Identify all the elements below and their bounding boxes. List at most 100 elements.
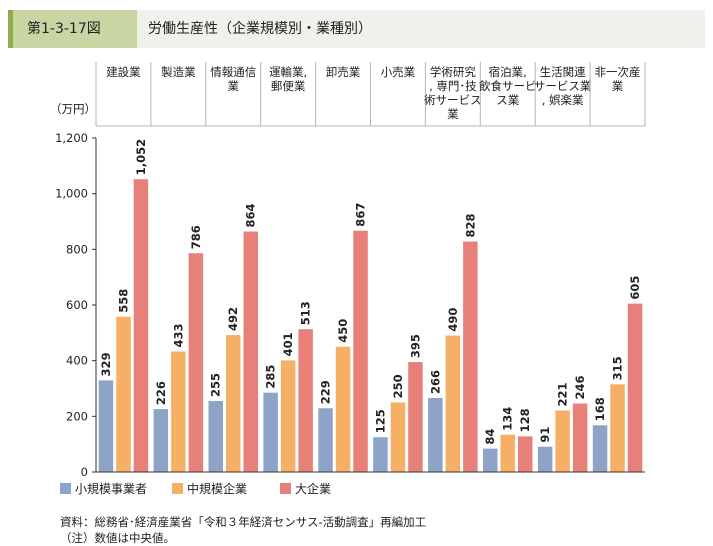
- source-note: 資料：総務省･経済産業省「令和３年経済センサス-活動調査」再編加工: [60, 515, 427, 529]
- bar-value-label: 134: [501, 407, 515, 431]
- y-tick-label: 600: [66, 298, 88, 312]
- bar: [500, 434, 515, 472]
- bar: [208, 401, 223, 472]
- bar-value-label: 605: [628, 276, 642, 300]
- footnote: （注）数値は中央値。: [60, 531, 175, 545]
- y-tick-label: 1,200: [55, 131, 88, 145]
- bar: [428, 397, 443, 472]
- bar-value-label: 128: [518, 408, 532, 432]
- bar: [592, 425, 608, 472]
- legend-label: 中規模企業: [187, 482, 248, 496]
- legend-label: 大企業: [295, 482, 332, 496]
- bar-value-label: 1,052: [134, 139, 148, 175]
- bar-value-label: 513: [299, 301, 313, 325]
- bar: [98, 380, 114, 472]
- figure-title-bar: 第1-3-17図 労働生産性（企業規模別・業種別）: [8, 10, 705, 48]
- bar-value-label: 91: [538, 427, 552, 443]
- bar: [408, 362, 423, 472]
- bar-value-label: 492: [226, 307, 240, 331]
- source-notes: 資料：総務省･経済産業省「令和３年経済センサス-活動調査」再編加工 （注）数値は…: [60, 514, 426, 546]
- category-label: 生活関連: [540, 65, 586, 79]
- bar: [298, 329, 313, 472]
- bar-value-label: 828: [463, 214, 477, 238]
- category-label: 非一次産: [595, 65, 641, 79]
- bar-value-label: 401: [281, 332, 295, 356]
- bar-value-label: 433: [171, 323, 185, 347]
- category-label: 学術研究: [430, 65, 476, 79]
- category-label: 術サービス: [424, 93, 482, 107]
- bar: [390, 402, 406, 472]
- y-tick-label: 400: [66, 354, 88, 368]
- category-label: 運輸業,: [269, 65, 307, 79]
- bar: [555, 410, 570, 472]
- bar-value-label: 450: [336, 319, 350, 343]
- bar: [133, 179, 149, 472]
- category-label: 業: [612, 79, 624, 93]
- category-label: 業: [228, 79, 240, 93]
- bar-value-label: 125: [373, 409, 387, 433]
- category-label: 業: [447, 107, 459, 121]
- category-label: ス業: [496, 93, 519, 107]
- bar: [483, 448, 498, 472]
- bar-value-label: 490: [446, 308, 460, 332]
- legend-item: 中規模企業: [172, 480, 247, 497]
- bar: [280, 360, 296, 472]
- category-label: , 専門･技: [429, 79, 477, 93]
- y-axis-unit: （万円）: [50, 102, 96, 116]
- category-label: 郵便業: [271, 79, 306, 93]
- bar: [572, 403, 588, 472]
- category-label: サービス業: [534, 79, 592, 93]
- category-label: 小売業: [381, 65, 416, 79]
- bar-value-label: 395: [408, 334, 422, 358]
- category-label: , 娯楽業: [542, 93, 584, 107]
- bar-value-label: 221: [556, 382, 570, 406]
- bar-value-label: 558: [116, 289, 130, 313]
- bar-value-label: 84: [483, 429, 497, 445]
- y-tick-label: 0: [81, 465, 88, 476]
- legend-swatch: [60, 483, 71, 494]
- bar-value-label: 250: [391, 374, 405, 398]
- bar: [188, 253, 204, 472]
- legend-swatch: [172, 483, 183, 494]
- bar-value-label: 285: [264, 365, 278, 389]
- bar-value-label: 255: [209, 373, 223, 397]
- bar: [518, 436, 533, 472]
- category-label: 製造業: [161, 65, 196, 79]
- bar-value-label: 168: [593, 397, 607, 421]
- bar: [226, 335, 241, 472]
- legend-item: 小規模事業者: [60, 480, 147, 497]
- bar: [335, 346, 351, 472]
- bar: [243, 231, 258, 472]
- bar: [463, 241, 478, 472]
- bar-value-label: 229: [319, 380, 333, 404]
- bar: [353, 230, 368, 472]
- category-label: 建設業: [106, 65, 141, 79]
- bar: [171, 351, 186, 472]
- bar-value-label: 864: [244, 204, 258, 228]
- bar-value-label: 786: [189, 225, 203, 249]
- bar-value-label: 867: [354, 203, 368, 227]
- bar: [116, 316, 131, 472]
- bar-value-label: 226: [154, 381, 168, 405]
- category-label: 宿泊業,: [489, 65, 527, 79]
- legend-label: 小規模事業者: [75, 482, 148, 496]
- bar: [445, 335, 461, 472]
- category-label: 情報通信: [210, 65, 256, 79]
- bar-value-label: 315: [611, 356, 625, 380]
- bar-value-label: 329: [99, 352, 113, 376]
- bar-value-label: 266: [428, 370, 442, 394]
- legend-swatch: [280, 483, 291, 494]
- bar-value-label: 246: [573, 376, 587, 400]
- figure-title: 労働生産性（企業規模別・業種別）: [148, 21, 372, 37]
- y-tick-label: 800: [66, 242, 88, 256]
- bar: [610, 384, 625, 472]
- legend-item: 大企業: [280, 480, 331, 497]
- bar: [537, 446, 553, 472]
- category-label: 卸売業: [326, 65, 361, 79]
- bar: [318, 408, 333, 472]
- bar: [373, 437, 388, 472]
- bar: [263, 392, 278, 472]
- y-tick-label: 200: [66, 409, 88, 423]
- y-tick-label: 1,000: [55, 187, 88, 201]
